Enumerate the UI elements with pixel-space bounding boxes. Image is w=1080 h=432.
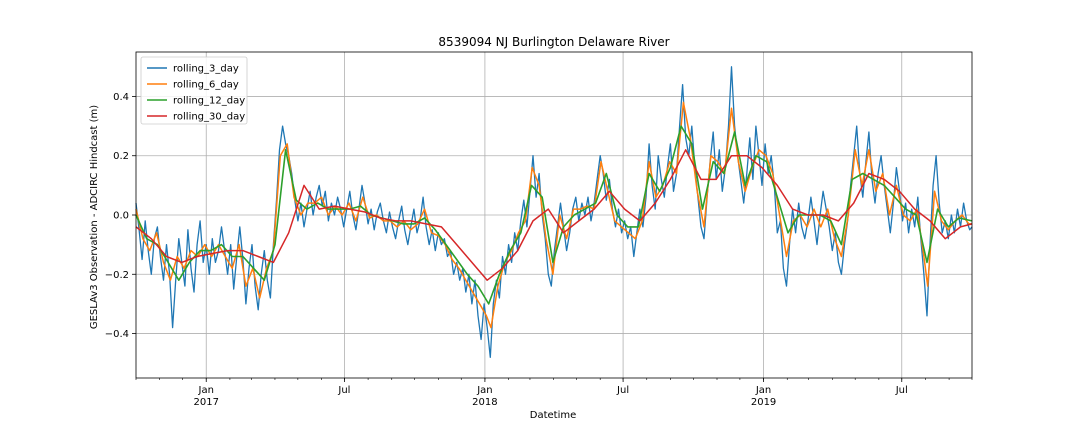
y-tick-label: −0.2 [105,270,129,281]
x-tick-label: Jan [755,385,771,396]
series-line-rolling-30-day [135,149,973,281]
series-line-rolling-12-day [135,125,973,305]
x-axis-label: Datetime [530,410,577,421]
y-tick-label: −0.4 [105,329,129,340]
legend: rolling_3_day rolling_6_day rolling_12_day… [140,56,248,125]
chart-title: 8539094 NJ Burlington Delaware River [438,35,669,49]
x-tick-label: Jul [337,385,350,396]
y-tick-label: 0.2 [113,151,129,162]
x-tick-sublabel: 2017 [194,397,219,408]
x-tick-sublabel: 2018 [472,397,497,408]
series-line-rolling-6-day [135,101,972,329]
x-tick-label: Jan [476,385,492,396]
x-tick-label: Jul [895,385,908,396]
series-lines [135,66,973,358]
y-axis: −0.4 −0.2 0.0 0.2 0.4 [105,92,136,340]
legend-label: rolling_6_day [173,80,239,91]
y-axis-label: GESLAv3 Observation - ADCIRC Hindcast (m… [89,105,100,329]
legend-box [140,56,248,125]
x-tick-label: Jul [616,385,629,396]
y-tick-label: 0.0 [113,211,129,222]
x-tick-sublabel: 2019 [751,397,776,408]
legend-label: rolling_3_day [173,64,239,75]
legend-label: rolling_12_day [173,96,245,107]
x-tick-label: Jan [198,385,214,396]
legend-label: rolling_30_day [173,112,245,123]
y-tick-label: 0.4 [113,92,129,103]
